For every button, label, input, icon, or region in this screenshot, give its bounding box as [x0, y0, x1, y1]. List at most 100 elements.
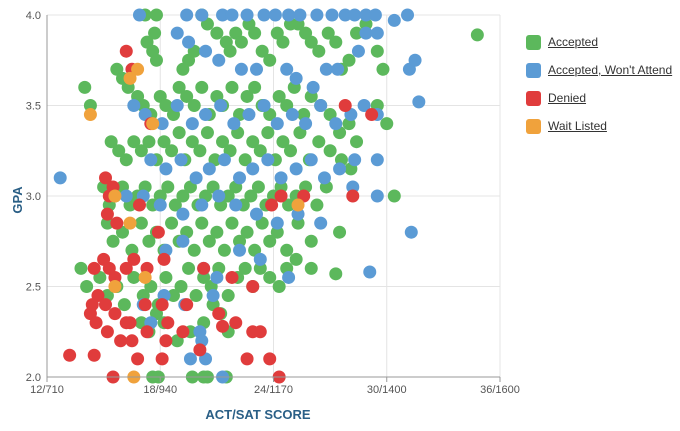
tick-labels: 2.0 2.5 3.0 3.5 4.0 12/710 18/940 24/1170 30/140… [26, 10, 520, 396]
data-point [108, 270, 122, 284]
data-point [168, 198, 182, 212]
data-point [325, 8, 339, 22]
data-point [148, 26, 162, 40]
data-point [202, 234, 216, 248]
data-point [274, 171, 288, 185]
data-point [216, 135, 230, 149]
data-point [199, 44, 213, 58]
data-point [195, 198, 209, 212]
data-point [210, 225, 224, 239]
data-point [119, 316, 133, 330]
data-point [170, 99, 184, 112]
data-point [280, 243, 294, 257]
data-point [161, 316, 175, 330]
legend-item-accepted-wont-attend[interactable]: Accepted, Won't Attend [526, 56, 672, 84]
data-point [317, 171, 331, 185]
data-point [140, 325, 154, 339]
legend-item-accepted[interactable]: Accepted [526, 28, 672, 56]
data-point [225, 80, 239, 94]
data-point [195, 216, 209, 230]
data-point [263, 234, 277, 248]
data-point [368, 8, 382, 22]
data-point [157, 252, 171, 266]
data-point [338, 8, 352, 22]
data-point [172, 126, 186, 140]
data-point [348, 8, 362, 22]
data-point [350, 135, 364, 149]
data-point [119, 261, 133, 275]
data-point [283, 144, 297, 158]
x-tick-label: 36/1600 [480, 384, 520, 396]
data-point [225, 216, 239, 230]
data-point [106, 234, 120, 248]
data-point [246, 280, 260, 293]
data-point [310, 8, 324, 22]
data-point [119, 153, 133, 167]
data-point [176, 325, 190, 339]
data-point [172, 80, 186, 94]
y-tick-label: 2.0 [26, 372, 41, 384]
data-point [314, 99, 328, 112]
x-tick-label: 12/710 [30, 384, 64, 396]
data-point [206, 289, 220, 303]
legend-item-denied[interactable]: Denied [526, 84, 672, 112]
data-point [257, 99, 271, 112]
data-point [108, 280, 122, 293]
legend-swatch [526, 34, 541, 50]
data-point [223, 44, 237, 58]
data-point [185, 117, 199, 131]
data-point [280, 62, 294, 76]
data-point [221, 289, 235, 303]
data-point [210, 26, 224, 40]
data-point [138, 270, 152, 284]
data-point [189, 289, 203, 303]
data-point [357, 99, 371, 112]
data-point [131, 62, 145, 76]
data-point [212, 53, 226, 67]
data-point [233, 234, 247, 248]
data-point [132, 198, 146, 212]
data-point [338, 99, 352, 112]
data-point [193, 144, 207, 158]
data-point [193, 343, 207, 357]
legend-label: Wait Listed [548, 119, 607, 133]
data-point [387, 13, 401, 27]
data-point [138, 298, 152, 312]
data-point [282, 270, 296, 284]
data-point [238, 261, 252, 275]
legend-item-wait-listed[interactable]: Wait Listed [526, 112, 672, 140]
data-point [289, 162, 303, 176]
data-point [363, 265, 377, 279]
data-point [217, 153, 231, 167]
data-point [214, 99, 228, 112]
data-point [240, 8, 254, 22]
data-point [304, 234, 318, 248]
data-point [176, 234, 190, 248]
data-point [100, 207, 114, 221]
data-point [272, 89, 286, 103]
data-point [329, 267, 343, 281]
data-point [216, 319, 230, 333]
data-point [157, 135, 171, 149]
data-point [134, 216, 148, 230]
data-point [176, 207, 190, 221]
data-point [217, 243, 231, 257]
data-point [202, 162, 216, 176]
data-point [212, 189, 226, 203]
data-point [78, 80, 92, 94]
data-point [348, 153, 362, 167]
data-point [251, 180, 265, 194]
data-point [291, 207, 305, 221]
data-point [197, 270, 211, 284]
data-point [248, 80, 262, 94]
data-point [253, 252, 267, 266]
data-point [359, 26, 373, 40]
data-point [282, 8, 296, 22]
data-point [176, 189, 190, 203]
data-point [263, 352, 277, 366]
data-point [100, 216, 114, 230]
data-point [261, 153, 275, 167]
data-point [401, 8, 415, 22]
data-point [253, 144, 267, 158]
